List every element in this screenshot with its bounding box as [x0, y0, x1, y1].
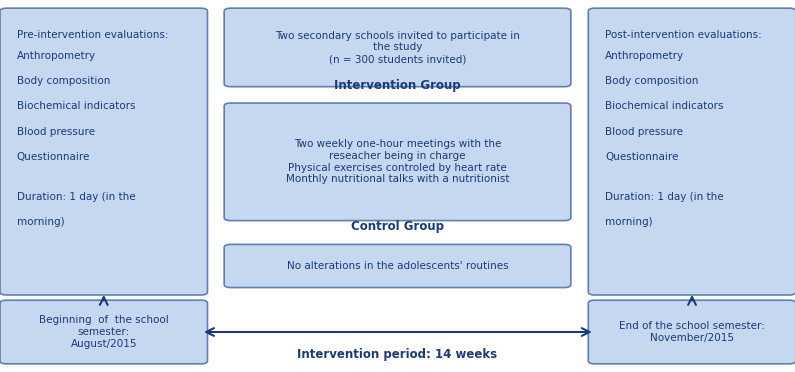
FancyBboxPatch shape	[224, 103, 571, 221]
Text: Two weekly one-hour meetings with the
reseacher being in charge
Physical exercis: Two weekly one-hour meetings with the re…	[285, 140, 510, 184]
Text: Intervention Group: Intervention Group	[334, 79, 461, 92]
Text: Blood pressure: Blood pressure	[17, 127, 95, 137]
Text: Post-intervention evaluations:: Post-intervention evaluations:	[605, 31, 762, 40]
Text: Biochemical indicators: Biochemical indicators	[17, 102, 135, 111]
Text: Intervention period: 14 weeks: Intervention period: 14 weeks	[297, 348, 498, 361]
Text: Two secondary schools invited to participate in
the study
(n = 300 students invi: Two secondary schools invited to partici…	[275, 31, 520, 64]
Text: Body composition: Body composition	[17, 76, 110, 86]
Text: Control Group: Control Group	[351, 221, 444, 233]
FancyBboxPatch shape	[0, 8, 207, 295]
Text: Duration: 1 day (in the: Duration: 1 day (in the	[17, 192, 135, 202]
Text: Anthropometry: Anthropometry	[17, 51, 96, 61]
Text: Beginning  of  the school
semester:
August/2015: Beginning of the school semester: August…	[39, 315, 169, 349]
Text: Questionnaire: Questionnaire	[17, 152, 90, 162]
FancyBboxPatch shape	[224, 244, 571, 288]
Text: Biochemical indicators: Biochemical indicators	[605, 102, 723, 111]
FancyBboxPatch shape	[588, 8, 795, 295]
Text: Body composition: Body composition	[605, 76, 698, 86]
Text: Pre-intervention evaluations:: Pre-intervention evaluations:	[17, 31, 169, 40]
Text: Duration: 1 day (in the: Duration: 1 day (in the	[605, 192, 723, 202]
Text: Blood pressure: Blood pressure	[605, 127, 683, 137]
FancyBboxPatch shape	[0, 300, 207, 364]
Text: No alterations in the adolescents' routines: No alterations in the adolescents' routi…	[287, 261, 508, 271]
FancyBboxPatch shape	[588, 300, 795, 364]
Text: End of the school semester:
November/2015: End of the school semester: November/201…	[619, 321, 765, 343]
Text: morning): morning)	[605, 218, 653, 227]
Text: Questionnaire: Questionnaire	[605, 152, 678, 162]
Text: morning): morning)	[17, 218, 64, 227]
Text: Anthropometry: Anthropometry	[605, 51, 684, 61]
FancyBboxPatch shape	[224, 8, 571, 87]
